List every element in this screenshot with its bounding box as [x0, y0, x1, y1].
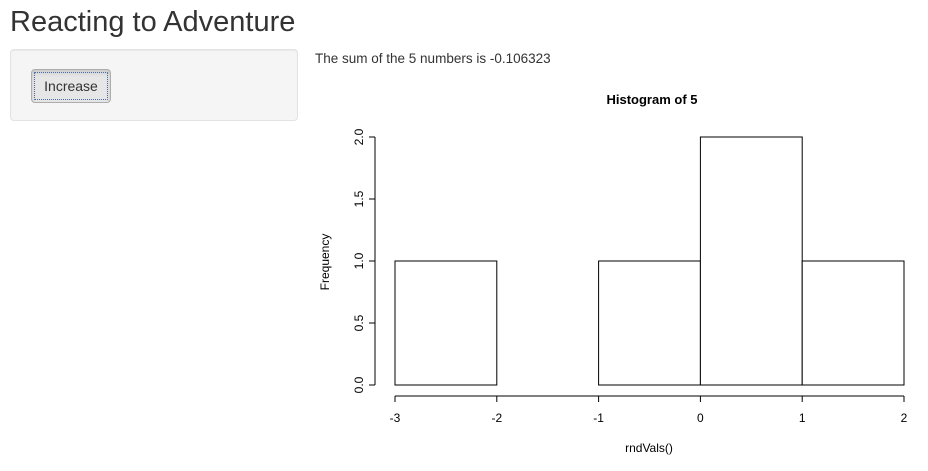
x-tick-label: 1: [799, 411, 806, 425]
y-axis-label: Frequency: [318, 234, 332, 291]
y-tick-label: 0.5: [352, 314, 366, 331]
histogram-bar: [699, 136, 803, 386]
y-tick-label: 1.0: [352, 252, 366, 269]
x-tick-label: 0: [697, 411, 704, 425]
app-title: Reacting to Adventure: [10, 6, 296, 38]
y-tick-label: 0.0: [352, 376, 366, 393]
histogram-bar: [598, 260, 701, 386]
histogram-bar: [801, 260, 905, 386]
y-tick-label: 1.5: [352, 190, 366, 207]
sum-text: The sum of the 5 numbers is -0.106323: [315, 51, 551, 66]
x-tick-label: 2: [901, 411, 908, 425]
increase-button[interactable]: Increase: [31, 69, 111, 103]
x-tick-label: -2: [491, 411, 502, 425]
x-axis: -3 -2 -1 0 1 2: [390, 395, 908, 425]
histogram-bars: [394, 136, 905, 386]
x-tick-label: -3: [390, 411, 401, 425]
sidebar-panel: Increase: [10, 49, 298, 121]
x-tick-label: -1: [593, 411, 604, 425]
histogram-svg: Histogram of 5 rndVals() Frequency -3 -2-…: [318, 92, 908, 455]
chart-title: Histogram of 5: [606, 92, 697, 107]
y-tick-label: 2.0: [352, 128, 366, 145]
histogram-plot: Histogram of 5 rndVals() Frequency -3 -2-…: [310, 80, 928, 471]
histogram-bar: [394, 260, 498, 386]
y-axis: 0.0 0.5 1.0 1.5 2.0: [352, 128, 376, 393]
x-axis-label: rndVals(): [625, 441, 673, 455]
